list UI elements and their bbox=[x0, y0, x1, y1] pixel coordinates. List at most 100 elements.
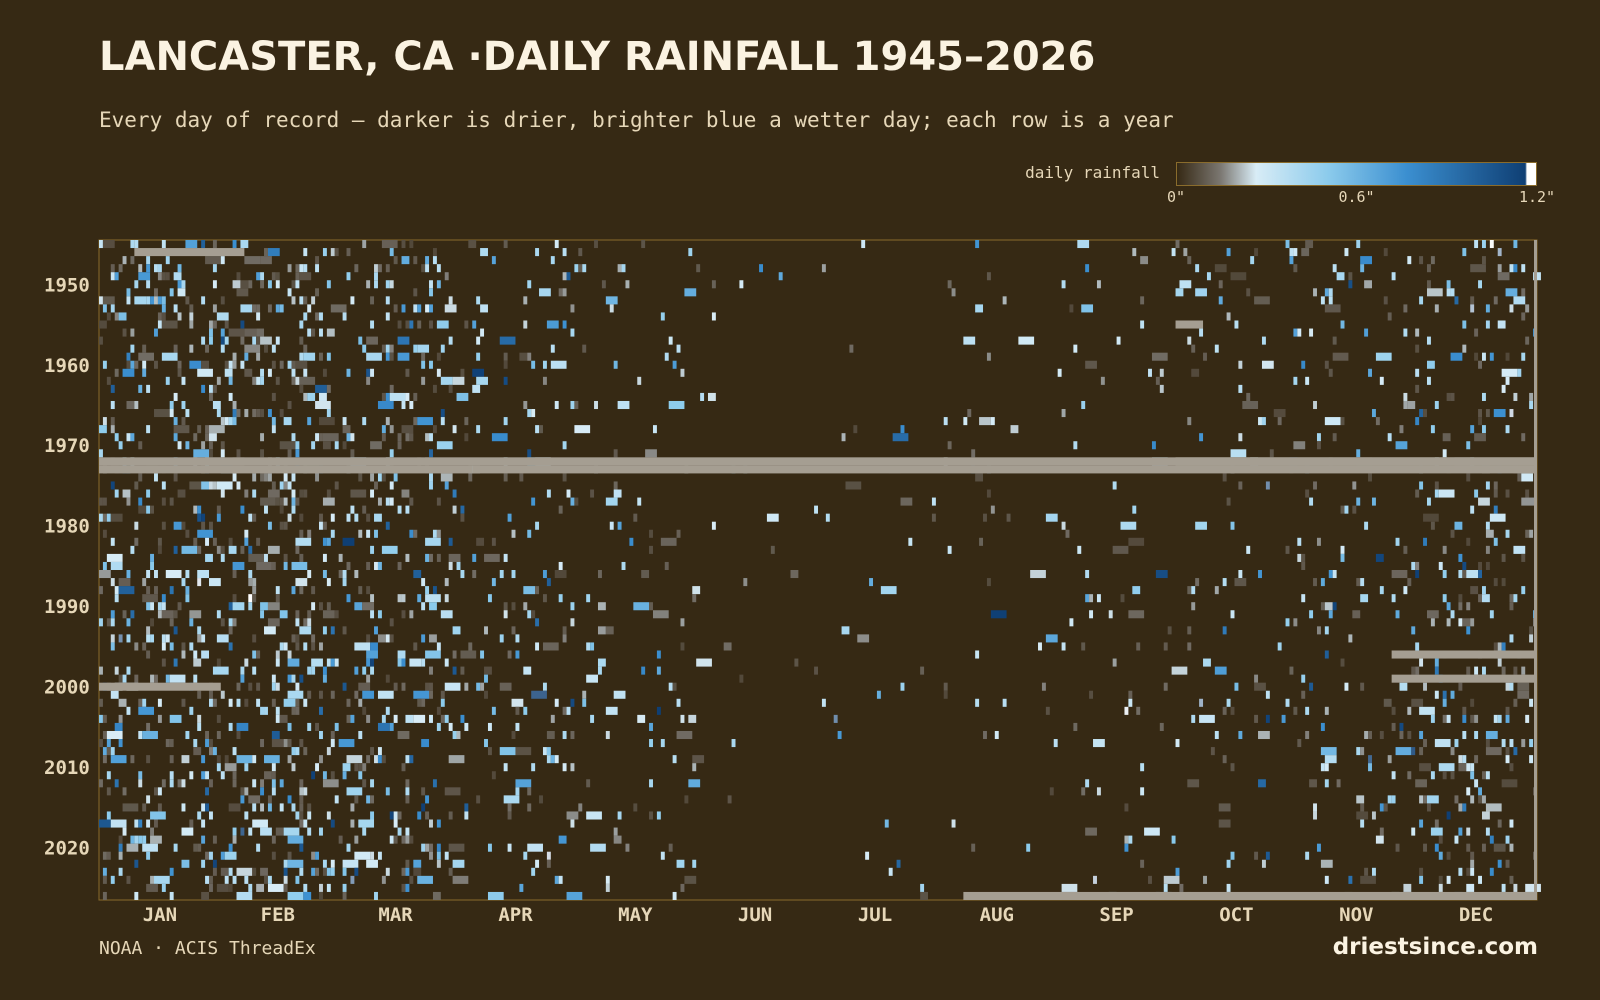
rain-cell bbox=[680, 618, 685, 627]
rain-cell bbox=[1324, 602, 1333, 611]
rain-cell bbox=[1332, 570, 1337, 579]
rain-cell bbox=[1108, 610, 1113, 619]
rain-cell bbox=[1426, 497, 1431, 506]
rain-cell bbox=[1360, 256, 1372, 265]
rain-cell bbox=[707, 392, 716, 401]
rain-cell bbox=[275, 376, 280, 385]
rain-cell bbox=[236, 755, 253, 764]
rain-cell bbox=[759, 264, 763, 273]
rain-cell bbox=[271, 682, 276, 691]
rain-cell bbox=[146, 425, 151, 434]
missing-data-band bbox=[1175, 320, 1204, 329]
rain-cell bbox=[385, 296, 390, 305]
rain-cell bbox=[1434, 304, 1439, 313]
rain-cell bbox=[244, 352, 249, 361]
rain-cell bbox=[240, 666, 245, 675]
rain-cell bbox=[1254, 851, 1259, 860]
rain-cell bbox=[366, 336, 378, 345]
rain-cell bbox=[307, 690, 312, 699]
rain-cell bbox=[173, 658, 178, 667]
rain-cell bbox=[201, 634, 206, 643]
rain-cell bbox=[979, 417, 991, 426]
rain-cell bbox=[825, 513, 830, 522]
rain-cell bbox=[1489, 513, 1506, 522]
rain-cell bbox=[1505, 755, 1510, 764]
rain-cell bbox=[971, 449, 976, 458]
rain-cell bbox=[1187, 256, 1192, 265]
rain-cell bbox=[173, 433, 178, 442]
rain-cell bbox=[1478, 417, 1482, 426]
rain-cell bbox=[546, 851, 551, 860]
rain-cell bbox=[515, 722, 520, 731]
page-subtitle: Every day of record — darker is drier, b… bbox=[99, 108, 1174, 132]
rain-cell bbox=[287, 288, 292, 297]
rain-cell bbox=[260, 867, 268, 876]
rain-cell bbox=[432, 891, 441, 900]
rain-cell bbox=[460, 666, 465, 675]
rain-cell bbox=[350, 875, 355, 884]
rain-cell bbox=[295, 706, 300, 715]
missing-data-band bbox=[1391, 674, 1537, 683]
rain-cell bbox=[275, 650, 280, 659]
rain-cell bbox=[264, 771, 272, 780]
rain-cell bbox=[126, 288, 131, 297]
rain-cell bbox=[193, 433, 198, 442]
rain-cell bbox=[287, 674, 292, 683]
rain-cell bbox=[656, 811, 661, 820]
rain-cell bbox=[252, 634, 257, 643]
rain-cell bbox=[503, 795, 520, 804]
rain-cell bbox=[613, 449, 618, 458]
rain-cell bbox=[130, 545, 135, 554]
rain-cell bbox=[1434, 843, 1439, 852]
rain-cell bbox=[1171, 666, 1188, 675]
rain-cell bbox=[232, 417, 237, 426]
rain-cell bbox=[1364, 521, 1369, 530]
rain-cell bbox=[1458, 594, 1463, 603]
rain-cell bbox=[448, 755, 465, 764]
rain-cell bbox=[193, 674, 198, 683]
rain-cell bbox=[1383, 698, 1392, 707]
rain-cell bbox=[1159, 384, 1164, 393]
rain-cell bbox=[1254, 714, 1259, 723]
site-brand[interactable]: driestsince.com bbox=[1332, 934, 1538, 960]
rain-cell bbox=[1481, 240, 1486, 249]
rain-cell bbox=[138, 497, 143, 506]
rain-cell bbox=[1493, 296, 1498, 305]
rain-cell bbox=[342, 312, 347, 321]
rain-cell bbox=[1328, 368, 1333, 377]
rain-cell bbox=[1509, 819, 1514, 828]
rain-cell bbox=[142, 360, 147, 369]
rain-cell bbox=[523, 851, 528, 860]
rain-cell bbox=[1124, 803, 1129, 812]
rain-cell bbox=[1505, 489, 1510, 498]
rain-cell bbox=[319, 642, 323, 651]
rain-cell bbox=[134, 835, 139, 844]
rain-cell bbox=[295, 875, 300, 884]
rain-cell bbox=[1096, 787, 1101, 796]
rain-cell bbox=[114, 272, 119, 281]
rain-cell bbox=[1497, 248, 1502, 257]
rain-cell bbox=[503, 473, 508, 482]
rain-cell bbox=[260, 368, 265, 377]
rain-cell bbox=[267, 368, 272, 377]
rain-cell bbox=[287, 650, 292, 659]
rain-cell bbox=[99, 513, 103, 522]
rain-cell bbox=[1505, 682, 1510, 691]
rain-cell bbox=[503, 240, 508, 249]
rain-cell bbox=[193, 843, 198, 852]
rain-cell bbox=[385, 521, 390, 530]
rain-cell bbox=[649, 722, 653, 731]
rain-cell bbox=[1415, 417, 1420, 426]
rain-cell bbox=[161, 240, 166, 249]
rain-cell bbox=[1085, 594, 1090, 603]
rain-cell bbox=[220, 441, 225, 450]
rain-cell bbox=[507, 843, 512, 852]
rain-cell bbox=[303, 352, 316, 361]
rain-cell bbox=[244, 537, 249, 546]
rain-cell bbox=[358, 771, 363, 780]
rain-cell bbox=[374, 891, 378, 900]
rain-cell bbox=[975, 304, 984, 313]
rain-cell bbox=[1061, 521, 1066, 530]
rain-cell bbox=[264, 626, 276, 635]
rain-cell bbox=[1446, 714, 1451, 723]
